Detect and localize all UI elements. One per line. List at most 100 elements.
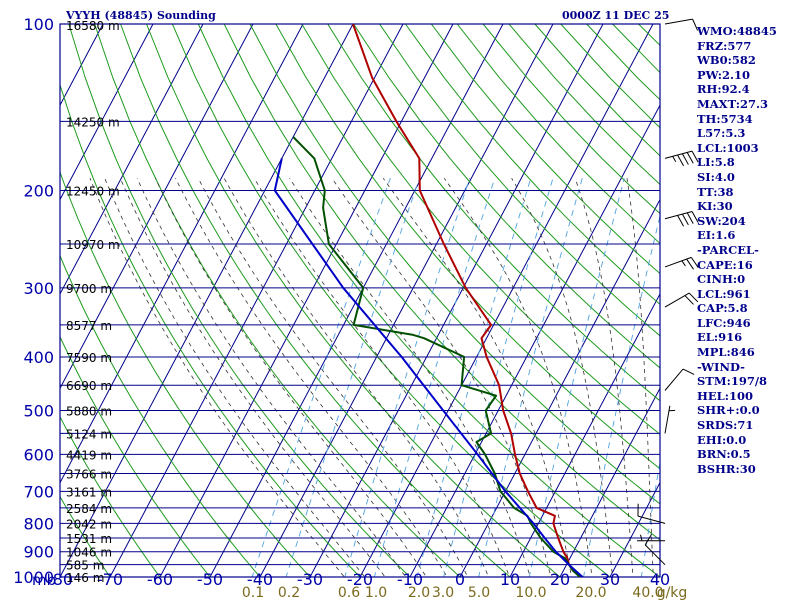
dry-adiabat-line — [94, 24, 461, 577]
height-label: 4419 m — [66, 448, 112, 462]
dry-adiabat-line — [379, 24, 660, 337]
temperature-tick-label: 10 — [500, 570, 520, 589]
moist-adiabat-line — [197, 178, 469, 577]
temperature-tick-label: 0 — [455, 570, 465, 589]
stat-line: LFC:946 — [697, 315, 751, 330]
moist-adiabat-line — [136, 178, 407, 577]
dry-adiabat-line — [275, 24, 660, 470]
moist-adiabat-line — [104, 178, 366, 577]
pressure-tick-label: 600 — [23, 445, 54, 464]
temperature-tick-label: -60 — [147, 570, 173, 589]
isotherm-line — [60, 24, 204, 295]
temperature-tick-label: -30 — [297, 570, 323, 589]
temperature-tick-label: -80 — [47, 570, 73, 589]
temperature-line — [352, 24, 584, 577]
stat-line: FRZ:577 — [697, 38, 752, 53]
wind-barb — [637, 534, 665, 542]
wind-barb-full — [677, 215, 684, 227]
height-label: 16580 m — [66, 19, 120, 33]
wind-barb — [664, 18, 699, 31]
wind-barb-staff — [664, 256, 692, 268]
wind-barb-full — [688, 292, 699, 303]
dry-adiabat-line — [301, 24, 660, 435]
stat-line: SHR+:0.0 — [697, 403, 760, 418]
temperature-tick-label: 20 — [550, 570, 570, 589]
height-label: 14250 m — [66, 115, 120, 129]
isotherm-line — [359, 24, 654, 577]
isotherm-line — [0, 24, 3, 577]
height-label: 5880 m — [66, 405, 112, 419]
isotherm-line — [209, 24, 504, 577]
height-label: 7590 m — [66, 351, 112, 365]
mixing-ratio-label: 20.0 — [575, 585, 606, 600]
moist-adiabat-line — [119, 178, 386, 577]
height-label: 1046 m — [66, 546, 112, 560]
moist-adiabat-line — [175, 178, 448, 577]
stat-line: WB0:582 — [697, 53, 756, 68]
stat-line: CINH:0 — [697, 272, 746, 287]
dry-adiabat-line — [353, 24, 660, 369]
stat-line: RH:92.4 — [697, 82, 750, 97]
stat-line: EHI:0.0 — [697, 432, 747, 447]
height-label: 3766 m — [66, 468, 112, 482]
dry-adiabat-line — [249, 24, 660, 505]
dry-adiabat-line — [60, 576, 61, 577]
stat-line: L57:5.3 — [697, 126, 746, 141]
stat-line: STM:197/8 — [697, 374, 768, 389]
dry-adiabat-line — [146, 24, 561, 577]
temperature-tick-label: -20 — [347, 570, 373, 589]
stat-line: BSHR:30 — [697, 461, 756, 476]
isotherm-line — [60, 24, 304, 484]
dry-adiabat-line — [197, 24, 660, 577]
moist-adiabat-line — [626, 178, 654, 577]
wind-barb — [644, 534, 666, 566]
wind-barb-staff — [644, 544, 666, 566]
mixing-ratio-label: g/kg — [657, 585, 688, 600]
isotherm-line — [60, 24, 254, 390]
temperature-tick-label: -40 — [247, 570, 273, 589]
height-label: 9700 m — [66, 282, 112, 296]
dry-adiabat-line — [120, 24, 511, 577]
stat-line: HEL:100 — [697, 388, 753, 403]
temperature-tick-label: -70 — [97, 570, 123, 589]
chart-datetime: 0000Z 11 DEC 25 — [562, 9, 670, 22]
stat-line: SW:204 — [697, 213, 746, 228]
stat-line: MAXT:27.3 — [697, 96, 768, 111]
dry-adiabat-line — [60, 83, 361, 577]
plot-border — [59, 23, 661, 578]
wind-barb-full — [690, 257, 699, 268]
pressure-tick-label: 800 — [23, 514, 54, 533]
stat-line: SI:4.0 — [697, 169, 735, 184]
stat-line: WMO:48845 — [697, 24, 777, 38]
mixing-ratio-line — [373, 178, 496, 577]
mixing-ratio-line — [640, 459, 660, 577]
dry-adiabat-line — [68, 24, 411, 577]
stat-line: MPL:846 — [697, 345, 755, 360]
mixing-ratio-line — [251, 178, 391, 577]
mixing-ratio-line — [443, 178, 554, 577]
stat-line: SRDS:71 — [697, 418, 754, 433]
mixing-ratio-label: 2.0 — [408, 585, 430, 600]
pressure-tick-label: 900 — [23, 543, 54, 562]
wind-barb — [664, 405, 676, 434]
wind-barb-full — [684, 295, 694, 305]
stat-line: TT:38 — [697, 184, 734, 199]
wind-barb — [664, 211, 699, 227]
mixing-ratio-line — [478, 178, 583, 577]
dry-adiabat-lines — [60, 24, 660, 577]
moist-adiabat-line — [154, 178, 427, 577]
wind-barb — [637, 503, 666, 524]
isotherm-line — [60, 24, 154, 201]
mixing-ratio-label: 1.0 — [365, 585, 387, 600]
mixing-ratio-line — [285, 178, 421, 577]
isotherm-line — [459, 198, 660, 577]
mixing-ratio-lines — [251, 178, 660, 577]
wind-barb-half — [681, 260, 686, 267]
dry-adiabat-line — [430, 24, 660, 275]
stat-line: PW:2.10 — [697, 67, 751, 82]
mixing-ratio-line — [583, 214, 660, 577]
pressure-unit-label: mb — [32, 571, 56, 589]
mixing-ratio-line — [528, 178, 625, 577]
chart-frame — [59, 23, 661, 578]
